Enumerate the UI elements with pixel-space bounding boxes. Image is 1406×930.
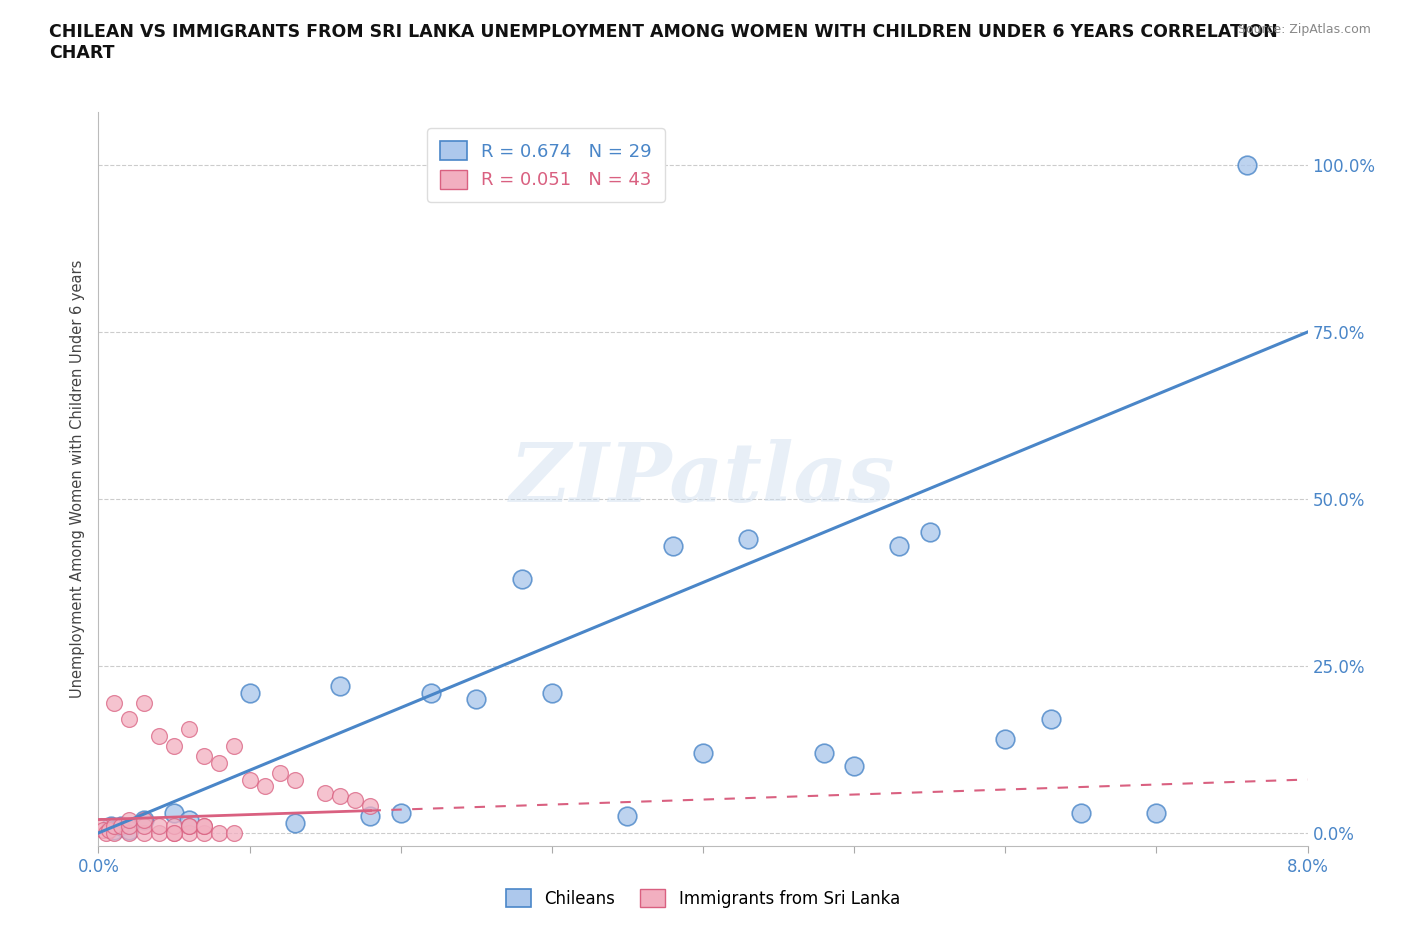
Point bbox=[344, 792, 367, 807]
Point bbox=[1146, 805, 1168, 820]
Point bbox=[360, 799, 382, 814]
Point bbox=[91, 822, 114, 837]
Point bbox=[329, 679, 352, 694]
Point bbox=[90, 818, 112, 833]
Point bbox=[132, 818, 155, 833]
Point bbox=[179, 826, 201, 841]
Point bbox=[193, 826, 215, 841]
Point bbox=[329, 789, 352, 804]
Point bbox=[224, 738, 246, 753]
Point bbox=[179, 722, 201, 737]
Point bbox=[918, 525, 941, 539]
Point bbox=[110, 818, 132, 833]
Point bbox=[661, 538, 683, 553]
Point bbox=[148, 729, 170, 744]
Point bbox=[118, 818, 141, 833]
Legend: R = 0.674   N = 29, R = 0.051   N = 43: R = 0.674 N = 29, R = 0.051 N = 43 bbox=[427, 128, 665, 202]
Point bbox=[813, 745, 835, 760]
Point bbox=[103, 826, 125, 841]
Point bbox=[844, 759, 866, 774]
Point bbox=[163, 805, 186, 820]
Y-axis label: Unemployment Among Women with Children Under 6 years: Unemployment Among Women with Children U… bbox=[70, 259, 86, 698]
Point bbox=[163, 826, 186, 841]
Text: Source: ZipAtlas.com: Source: ZipAtlas.com bbox=[1237, 23, 1371, 36]
Point bbox=[889, 538, 911, 553]
Point bbox=[510, 572, 533, 587]
Point bbox=[360, 809, 382, 824]
Point bbox=[208, 755, 231, 770]
Point bbox=[314, 786, 336, 801]
Text: ZIPatlas: ZIPatlas bbox=[510, 439, 896, 519]
Point bbox=[253, 778, 276, 793]
Point bbox=[193, 749, 215, 764]
Point bbox=[132, 696, 155, 711]
Point bbox=[118, 822, 141, 837]
Point bbox=[98, 822, 121, 837]
Point bbox=[994, 732, 1017, 747]
Point bbox=[179, 818, 201, 833]
Point bbox=[94, 826, 117, 841]
Point bbox=[179, 818, 201, 833]
Point bbox=[193, 818, 215, 833]
Point bbox=[148, 826, 170, 841]
Point bbox=[103, 818, 125, 833]
Point bbox=[269, 765, 291, 780]
Point bbox=[110, 818, 132, 833]
Point bbox=[737, 532, 759, 547]
Point bbox=[100, 818, 122, 833]
Point bbox=[540, 685, 562, 700]
Point bbox=[389, 805, 412, 820]
Point bbox=[132, 812, 155, 827]
Point bbox=[420, 685, 443, 700]
Point bbox=[208, 826, 231, 841]
Point bbox=[132, 826, 155, 841]
Point bbox=[239, 685, 262, 700]
Point bbox=[465, 692, 488, 707]
Point bbox=[179, 812, 201, 827]
Point bbox=[163, 826, 186, 841]
Point bbox=[284, 816, 307, 830]
Point bbox=[284, 772, 307, 787]
Point bbox=[616, 809, 638, 824]
Point bbox=[1070, 805, 1092, 820]
Point bbox=[103, 696, 125, 711]
Point bbox=[103, 822, 125, 837]
Point bbox=[692, 745, 714, 760]
Point bbox=[118, 712, 141, 727]
Point bbox=[224, 826, 246, 841]
Point bbox=[163, 818, 186, 833]
Point bbox=[118, 826, 141, 841]
Text: CHILEAN VS IMMIGRANTS FROM SRI LANKA UNEMPLOYMENT AMONG WOMEN WITH CHILDREN UNDE: CHILEAN VS IMMIGRANTS FROM SRI LANKA UNE… bbox=[49, 23, 1278, 62]
Point bbox=[163, 738, 186, 753]
Point bbox=[132, 812, 155, 827]
Point bbox=[1039, 712, 1062, 727]
Point bbox=[148, 818, 170, 833]
Point bbox=[239, 772, 262, 787]
Point bbox=[118, 812, 141, 827]
Legend: Chileans, Immigrants from Sri Lanka: Chileans, Immigrants from Sri Lanka bbox=[499, 883, 907, 914]
Point bbox=[1236, 157, 1258, 172]
Point bbox=[193, 818, 215, 833]
